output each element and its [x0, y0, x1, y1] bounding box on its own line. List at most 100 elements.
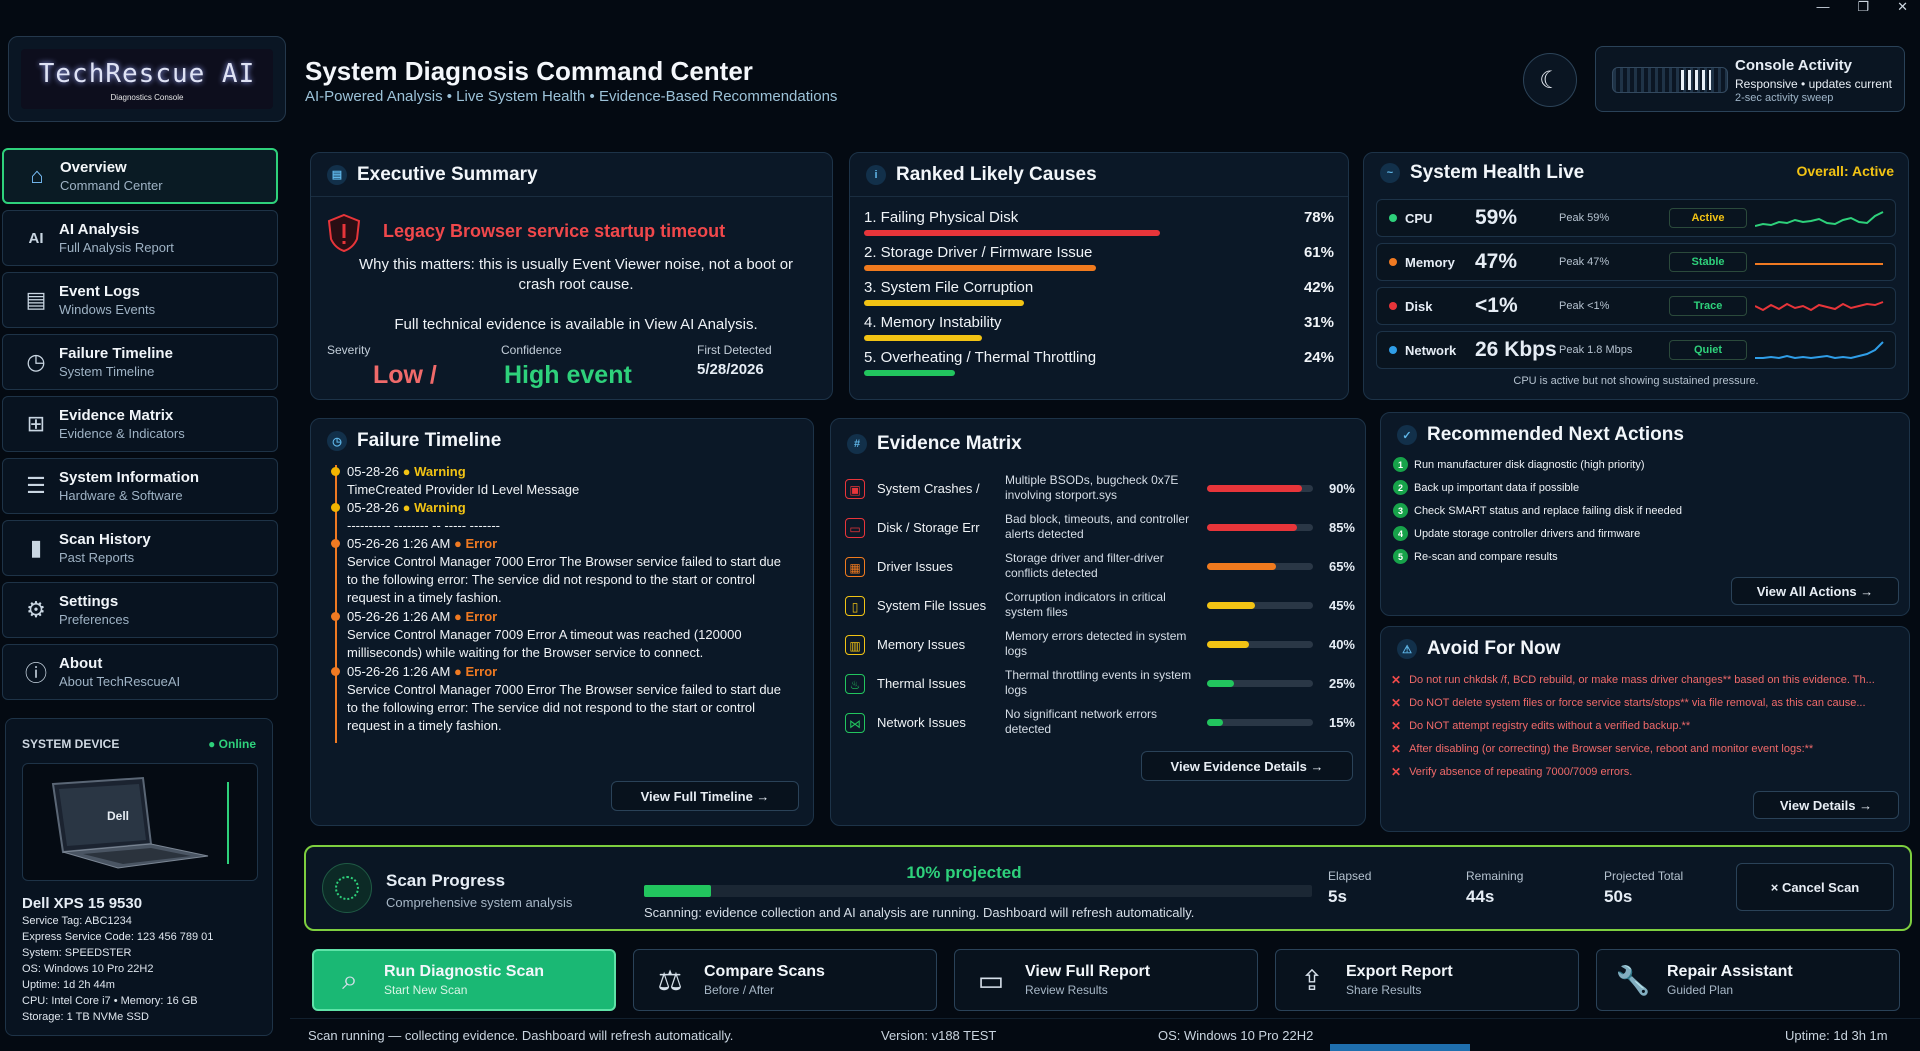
- health-metric-peak: Peak 47%: [1559, 256, 1610, 268]
- sidebar-item-event-logs[interactable]: ▤ Event Logs Windows Events: [2, 272, 278, 328]
- timeline-entry: 05-26-26 1:26 AM ● Error Service Control …: [331, 535, 787, 607]
- app-logo: TechRescue AI Diagnostics Console: [8, 36, 286, 122]
- cause-bar: [864, 335, 982, 341]
- button-subtitle: Share Results: [1346, 983, 1422, 997]
- elapsed-label: Elapsed: [1328, 869, 1372, 883]
- view-evidence-details-button[interactable]: View Evidence Details →: [1141, 751, 1353, 781]
- cause-bar: [864, 265, 1096, 271]
- laptop-brand: Dell: [107, 809, 130, 823]
- timeline-date: 05-28-26: [347, 500, 400, 515]
- evidence-percent: 85%: [1328, 520, 1355, 535]
- health-metric-peak: Peak 59%: [1559, 212, 1610, 224]
- x-icon: ✕: [1391, 742, 1402, 756]
- action-text: Check SMART status and replace failing d…: [1414, 504, 1683, 517]
- view-full-report-button[interactable]: ▭ View Full Report Review Results: [954, 949, 1258, 1011]
- repair-assistant-button[interactable]: 🔧 Repair Assistant Guided Plan: [1596, 949, 1900, 1011]
- sidebar-item-failure-timeline[interactable]: ◷ Failure Timeline System Timeline: [2, 334, 278, 390]
- x-icon: ✕: [1391, 696, 1402, 710]
- scan-percent-label: 10% projected: [906, 863, 1022, 882]
- restore-button[interactable]: ❐: [1857, 0, 1870, 14]
- cause-row: 1. Failing Physical Disk 78%: [864, 209, 1334, 236]
- sidebar-item-sublabel: Command Center: [60, 178, 163, 193]
- timeline-dot-icon: [331, 539, 340, 548]
- health-metric-value: 47%: [1475, 250, 1518, 273]
- evidence-category: Driver Issues: [877, 559, 953, 574]
- evidence-description: Bad block, timeouts, and controller aler…: [1005, 512, 1190, 541]
- timeline-level: ● Warning: [402, 464, 466, 479]
- theme-toggle-button[interactable]: ☾: [1523, 53, 1577, 107]
- timeline-level: ● Error: [453, 664, 498, 679]
- avoid-text: Do NOT delete system files or force serv…: [1409, 697, 1866, 709]
- warning-icon: ⚠: [1397, 639, 1417, 659]
- button-icon: ▭: [977, 964, 1005, 996]
- evidence-description: No significant network errors detected: [1005, 707, 1158, 736]
- sidebar-item-evidence-matrix[interactable]: ⊞ Evidence Matrix Evidence & Indicators: [2, 396, 278, 452]
- timeline-entry: 05-28-26 ● Warning TimeCreated Provider I…: [331, 463, 787, 499]
- evidence-description: Thermal throttling events in system logs: [1005, 668, 1192, 697]
- executive-summary-title: Executive Summary: [357, 163, 538, 185]
- close-button[interactable]: ✕: [1897, 0, 1908, 14]
- health-row-network: Network 26 Kbps Peak 1.8 Mbps Quiet: [1376, 331, 1896, 369]
- sidebar-item-icon: ☰: [26, 473, 46, 498]
- view-all-actions-button[interactable]: View All Actions →: [1731, 577, 1899, 605]
- evidence-bar: [1207, 719, 1313, 726]
- cancel-scan-button[interactable]: × Cancel Scan: [1736, 863, 1894, 911]
- button-icon: ⌕: [342, 963, 358, 995]
- status-message: Scan running — collecting evidence. Dash…: [308, 1028, 734, 1043]
- projected-total-label: Projected Total: [1604, 869, 1684, 883]
- laptop-image: Dell: [22, 763, 258, 881]
- view-full-timeline-button[interactable]: View Full Timeline →: [611, 781, 799, 811]
- sidebar-item-label: Settings: [59, 593, 119, 610]
- button-icon: 🔧: [1615, 964, 1651, 996]
- sidebar-item-icon: ⓘ: [24, 661, 47, 686]
- system-health-panel: ~ System Health Live Overall: Active CPU…: [1363, 152, 1909, 400]
- run-diagnostic-scan-button[interactable]: ⌕ Run Diagnostic Scan Start New Scan: [312, 949, 616, 1011]
- compare-scans-button[interactable]: ⚖ Compare Scans Before / After: [633, 949, 937, 1011]
- timeline-entry: 05-26-26 1:26 AM ● Error Service Control …: [331, 663, 787, 735]
- sidebar-item-scan-history[interactable]: ▮ Scan History Past Reports: [2, 520, 278, 576]
- sidebar-item-label: Evidence Matrix: [59, 407, 174, 424]
- export-report-button[interactable]: ⇪ Export Report Share Results: [1275, 949, 1579, 1011]
- page-subtitle: AI-Powered Analysis • Live System Health…: [305, 88, 838, 105]
- timeline-level: ● Error: [453, 609, 498, 624]
- sidebar-item-about[interactable]: ⓘ About About TechRescueAI: [2, 644, 278, 700]
- sidebar-item-label: Scan History: [59, 531, 151, 548]
- sidebar-item-ai-analysis[interactable]: AI AI Analysis Full Analysis Report: [2, 210, 278, 266]
- confidence-value: High event: [504, 361, 632, 389]
- action-text: Re-scan and compare results: [1414, 550, 1558, 563]
- shield-alert-icon: [327, 213, 361, 253]
- evidence-category: Network Issues: [877, 715, 966, 730]
- action-item: 1 Run manufacturer disk diagnostic (high …: [1393, 457, 1645, 472]
- window-controls: — ❐ ✕: [1816, 0, 1920, 16]
- recommended-actions-title: Recommended Next Actions: [1427, 424, 1684, 445]
- status-os: OS: Windows 10 Pro 22H2: [1158, 1028, 1314, 1043]
- sidebar-item-overview[interactable]: ⌂ Overview Command Center: [2, 148, 278, 204]
- evidence-percent: 40%: [1328, 637, 1355, 652]
- sidebar-item-icon: ⌂: [30, 163, 44, 188]
- scan-progress-panel: Scan Progress Comprehensive system analy…: [304, 845, 1912, 931]
- minimize-button[interactable]: —: [1816, 0, 1830, 14]
- cause-bar: [864, 230, 1161, 236]
- health-row-disk: Disk <1% Peak <1% Trace: [1376, 287, 1896, 325]
- avoid-for-now-panel: ⚠ Avoid For Now ✕ Do not run chkdsk /f, BC…: [1380, 626, 1910, 832]
- evidence-category-icon: ♨: [845, 674, 865, 694]
- failure-timeline-panel: ◷ Failure Timeline 05-28-26 ● Warning Time…: [310, 418, 814, 826]
- status-dot-icon: [1389, 258, 1397, 266]
- evidence-matrix-title: Evidence Matrix: [877, 433, 1022, 454]
- sidebar-item-settings[interactable]: ⚙ Settings Preferences: [2, 582, 278, 638]
- device-service-tag: Service Tag: ABC1234: [22, 915, 132, 927]
- health-metric-name: Disk: [1405, 299, 1433, 314]
- device-online-status: ● Online: [208, 737, 256, 751]
- x-icon: ✕: [1391, 765, 1402, 779]
- view-details-button[interactable]: View Details →: [1753, 791, 1899, 819]
- timeline-date: 05-26-26 1:26 AM: [347, 536, 451, 551]
- avoid-text: Do NOT attempt registry edits without a …: [1409, 720, 1691, 732]
- avoid-item: ✕ Verify absence of repeating 7000/7009 e…: [1391, 765, 1901, 779]
- sidebar-item-system-information[interactable]: ☰ System Information Hardware & Software: [2, 458, 278, 514]
- cause-percent: 78%: [1303, 209, 1334, 226]
- evidence-category: Memory Issues: [877, 637, 966, 652]
- evidence-category: System File Issues: [877, 598, 987, 613]
- timeline-level: ● Error: [453, 536, 498, 551]
- health-note: CPU is active but not showing sustained …: [1513, 375, 1759, 387]
- cause-percent: 31%: [1303, 314, 1334, 331]
